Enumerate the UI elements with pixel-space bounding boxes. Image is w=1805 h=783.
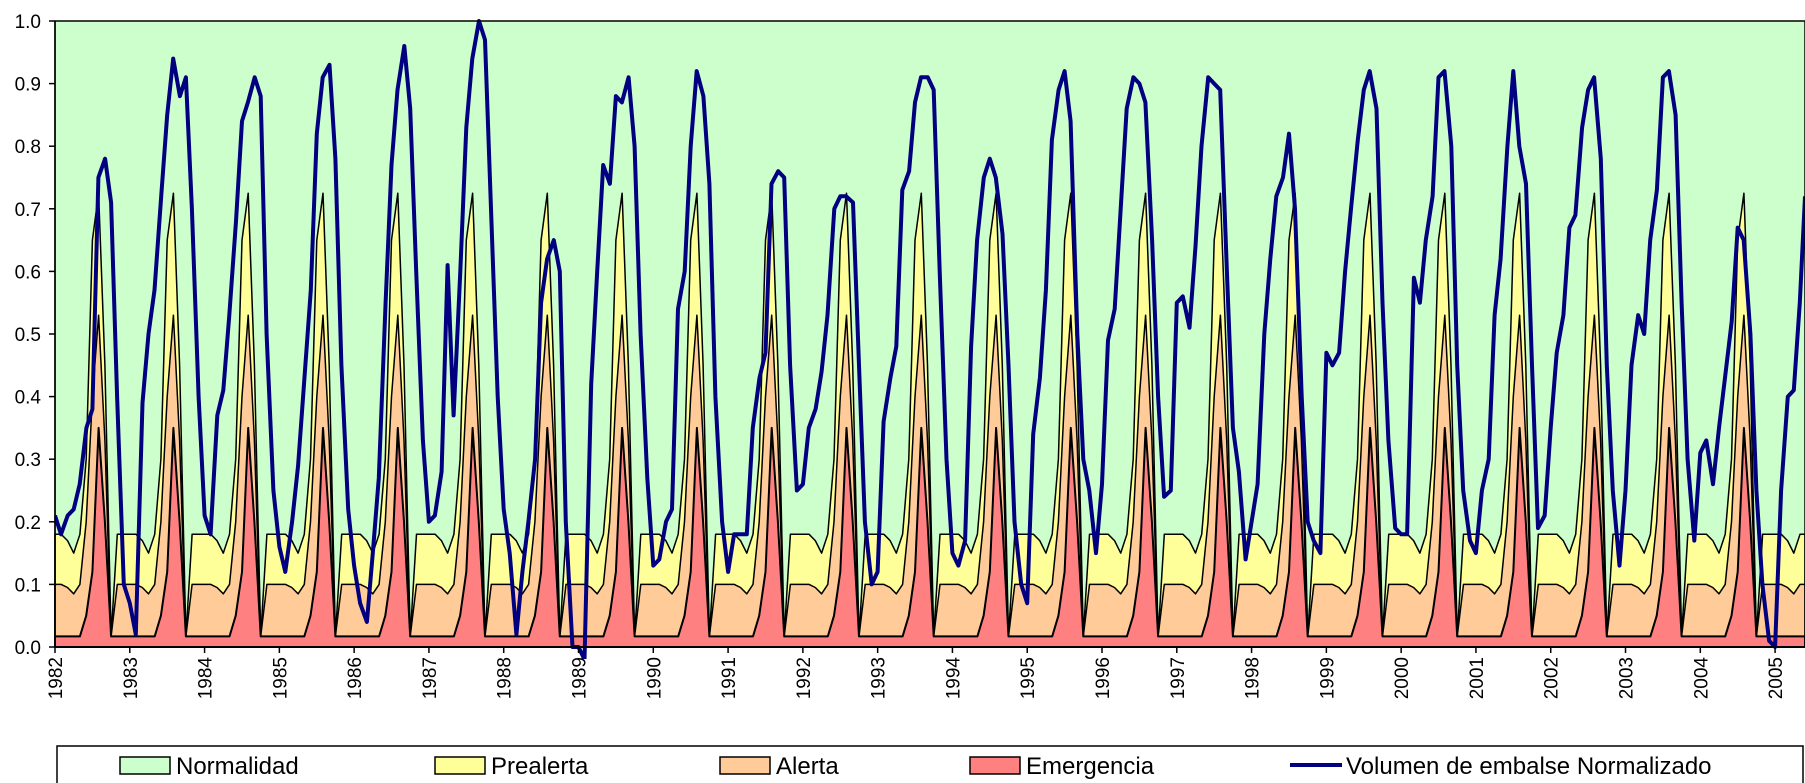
legend-swatch-alerta [719,756,771,775]
x-tick-label: 1982 [46,657,67,699]
x-tick-label: 1989 [570,657,591,699]
x-axis: 1982 1983 1984 1985 1986 1987 1988 1989 1990 1991… [46,646,1805,700]
x-tick-label: 1986 [345,657,366,699]
y-tick-label: 0.7 [15,200,41,221]
x-tick-label: 1997 [1168,657,1189,699]
y-tick-label: 0.9 [15,75,41,96]
legend-box [56,745,1804,783]
x-tick-label: 1996 [1093,657,1114,699]
legend-swatch-emergencia [969,756,1021,775]
x-tick-label: 1998 [1243,657,1264,699]
x-tick-label: 1993 [869,657,890,699]
y-tick-label: 0.0 [15,638,41,659]
plot-area [54,19,1805,659]
x-tick-label: 1991 [719,657,740,699]
legend-swatch-normalidad [119,756,171,775]
legend-label-emergencia: Emergencia [1026,753,1155,780]
y-tick-label: 0.3 [15,450,41,471]
zone-emergencia [54,426,1805,648]
legend-swatch-prealerta [434,756,486,775]
x-tick-label: 2005 [1766,657,1787,699]
x-tick-label: 2004 [1691,657,1712,700]
legend-label-prealerta: Prealerta [491,753,589,780]
legend: Normalidad Prealerta Alerta Emergencia V… [56,745,1804,783]
x-tick-label: 2000 [1392,657,1413,699]
x-tick-label: 1994 [943,657,964,700]
x-tick-label: 2002 [1542,657,1563,699]
y-tick-label: 0.6 [15,262,41,283]
x-tick-label: 1992 [794,657,815,699]
x-tick-label: 2001 [1467,657,1488,699]
x-tick-label: 1987 [420,657,441,699]
legend-label-normalidad: Normalidad [176,753,299,780]
x-tick-label: 1990 [644,657,665,699]
x-tick-label: 2003 [1617,657,1638,699]
y-tick-label: 1.0 [15,12,41,33]
legend-label-alerta: Alerta [776,753,839,780]
x-tick-label: 1983 [121,657,142,699]
x-tick-label: 1999 [1317,657,1338,699]
y-tick-label: 0.1 [15,575,41,596]
x-tick-label: 1984 [196,657,217,700]
x-tick-label: 1995 [1018,657,1039,699]
y-tick-label: 0.4 [15,388,42,409]
legend-label-volumen: Volumen de embalse Normalizado [1346,753,1712,780]
x-tick-label: 1988 [495,657,516,699]
y-tick-label: 0.2 [15,513,41,534]
y-tick-label: 0.5 [15,325,41,346]
y-tick-label: 0.8 [15,137,41,158]
series-line-volumen [55,19,1805,659]
y-axis: 0.0 0.1 0.2 0.3 0.4 0.5 0.6 0.7 0.8 0.9 1.0 [15,12,56,659]
x-tick-label: 1985 [270,657,291,699]
